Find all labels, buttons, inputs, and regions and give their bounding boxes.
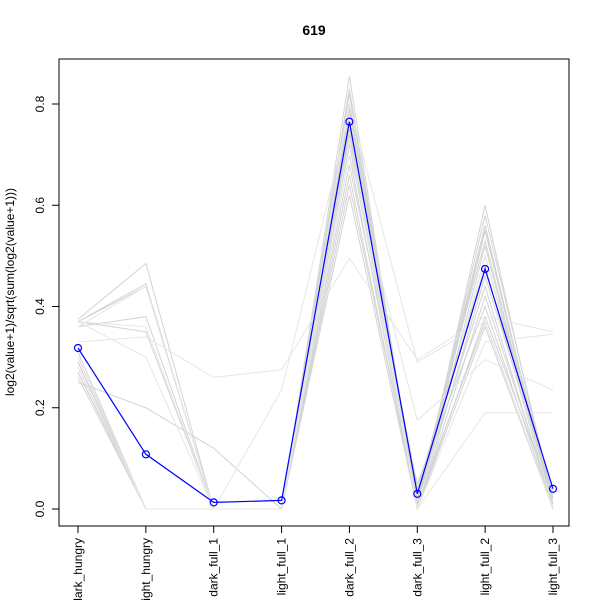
background-series-line [77, 103, 554, 510]
highlight-point [548, 484, 558, 493]
highlight-series-line [77, 121, 554, 504]
y-tick-label: 0.2 [33, 399, 47, 416]
y-tick-label: 0.6 [33, 197, 47, 214]
highlight-point [209, 498, 218, 507]
y-tick-label: 0.4 [33, 298, 47, 315]
highlight-point [413, 489, 422, 498]
x-tick-label: light_full_3 [546, 538, 560, 596]
background-series-line [77, 76, 554, 510]
x-tick-label: light_full_1 [275, 538, 289, 596]
y-axis-label: log2(value+1)/sqrt(sum(log2(value+1))) [3, 188, 17, 396]
x-tick-label: dark_hungry [71, 538, 85, 600]
background-series-line [77, 154, 554, 510]
highlight-point [345, 117, 354, 126]
chart-title: 619 [302, 22, 326, 38]
x-axis: dark_hungry light_hungry dark_full_1 light_… [71, 526, 560, 600]
y-tick-label: 0.8 [33, 95, 47, 112]
background-series-line [77, 93, 554, 510]
y-tick-label: 0.0 [33, 500, 47, 517]
highlight-point [141, 450, 150, 459]
background-series-line [77, 124, 553, 511]
x-tick-label: dark_full_1 [207, 538, 221, 597]
background-series-line [77, 194, 554, 511]
highlight-point [277, 496, 286, 505]
x-tick-label: light_full_2 [478, 538, 492, 596]
x-tick-label: light_hungry [139, 538, 153, 600]
highlight-series-group [73, 117, 558, 507]
x-tick-label: dark_full_3 [410, 538, 424, 597]
highlight-point [481, 264, 490, 274]
highlight-point [73, 343, 83, 353]
y-axis: 0.0 0.2 0.4 0.6 0.8 [33, 95, 60, 517]
x-tick-label: dark_full_2 [342, 538, 356, 597]
